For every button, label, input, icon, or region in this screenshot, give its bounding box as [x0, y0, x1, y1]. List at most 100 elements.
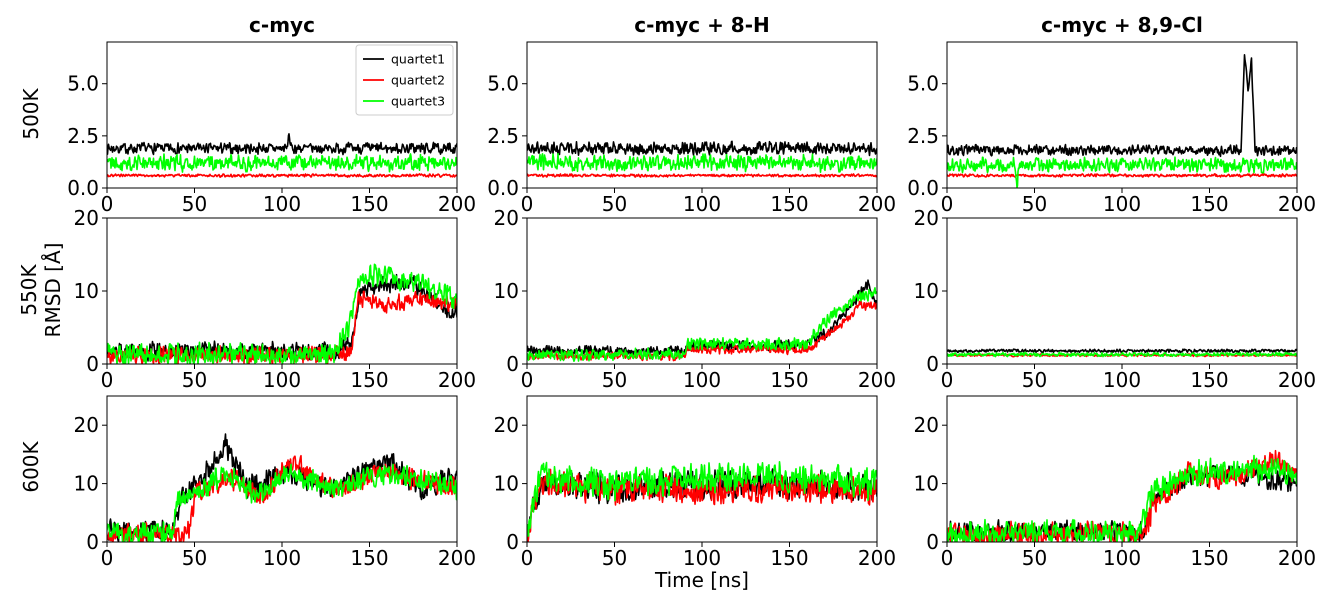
column-titles: c-myc c-myc + 8-H c-myc + 8,9-Cl — [249, 13, 1203, 37]
series-group — [107, 133, 457, 178]
y-tick-label: 0 — [926, 530, 939, 554]
x-tick-label: 200 — [858, 546, 896, 570]
series-line-quartet3 — [107, 463, 457, 542]
y-tick-label: 20 — [74, 206, 99, 230]
x-tick-label: 50 — [182, 192, 207, 216]
panel-600k-c-myc-8-h: 0 50 100 150 200 0 10 20 — [494, 395, 896, 570]
x-tick-label: 200 — [1278, 546, 1316, 570]
series-group — [527, 140, 877, 178]
series-line-quartet1 — [947, 54, 1297, 158]
series-group — [107, 433, 457, 542]
x-tick-label: 100 — [263, 546, 301, 570]
series-line-quartet2 — [527, 173, 877, 178]
series-line-quartet2 — [947, 173, 1297, 178]
x-axis-label: Time [ns] — [654, 568, 749, 592]
x-tick-label: 200 — [858, 368, 896, 392]
x-tick-label: 0 — [941, 368, 954, 392]
x-tick-label: 150 — [1190, 546, 1228, 570]
panel-600k-c-myc: 0 50 100 150 200 0 10 20 — [74, 395, 476, 570]
column-title-c-myc: c-myc — [249, 13, 315, 37]
legend-label-quartet3: quartet3 — [391, 94, 445, 109]
x-tick-label: 100 — [683, 546, 721, 570]
x-tick-label: 100 — [683, 192, 721, 216]
x-tick-label: 50 — [602, 368, 627, 392]
series-line-quartet2 — [947, 449, 1297, 542]
y-tick-label: 0 — [506, 530, 519, 554]
panel-grid: 0 50 100 150 2000.02.55.0quartet1quartet2qua… — [67, 41, 1317, 570]
x-tick-label: 50 — [602, 546, 627, 570]
x-tick-label: 0 — [101, 546, 114, 570]
x-tick-label: 150 — [770, 546, 808, 570]
x-tick-label: 50 — [1022, 546, 1047, 570]
y-tick-label: 10 — [914, 279, 939, 303]
panel-frame — [106, 217, 458, 365]
column-title-8-h: c-myc + 8-H — [634, 13, 770, 37]
y-tick-label: 20 — [914, 413, 939, 437]
series-line-quartet3 — [527, 152, 877, 173]
y-axis-label: RMSD [Å] — [41, 243, 65, 338]
series-line-quartet1 — [947, 348, 1297, 354]
x-tick-label: 200 — [858, 192, 896, 216]
legend: quartet1 quartet2 quartet3 — [355, 44, 454, 116]
x-tick-label: 0 — [521, 368, 534, 392]
y-tick-label: 2.5 — [487, 124, 519, 148]
series-line-quartet3 — [107, 263, 457, 364]
y-tick-label: 20 — [494, 413, 519, 437]
legend-box — [355, 44, 454, 116]
x-tick-label: 0 — [521, 546, 534, 570]
x-tick-label: 0 — [941, 192, 954, 216]
panel-500k-c-myc-8-9-cl: 0 50 100 150 200 0.0 2.5 5.0 — [907, 41, 1316, 216]
y-tick-label: 0 — [506, 352, 519, 376]
panel-500k-c-myc: 0 50 100 150 2000.02.55.0quartet1quartet2qua… — [67, 41, 476, 216]
row-labels: 500K 550K 600K — [17, 87, 43, 492]
series-line-quartet3 — [527, 460, 877, 538]
x-tick-label: 200 — [438, 546, 476, 570]
x-tick-label: 100 — [263, 192, 301, 216]
y-tick-label: 20 — [74, 413, 99, 437]
series-line-quartet3 — [947, 156, 1297, 188]
x-tick-label: 0 — [101, 192, 114, 216]
y-tick-label: 0 — [86, 352, 99, 376]
x-tick-label: 100 — [1103, 546, 1141, 570]
x-tick-label: 50 — [182, 546, 207, 570]
x-tick-label: 200 — [438, 192, 476, 216]
series-line-quartet3 — [107, 153, 457, 173]
x-tick-label: 50 — [182, 368, 207, 392]
y-tick-label: 10 — [74, 279, 99, 303]
series-line-quartet1 — [527, 140, 877, 157]
series-line-quartet3 — [947, 351, 1297, 358]
y-tick-label: 10 — [494, 472, 519, 496]
x-tick-label: 150 — [350, 192, 388, 216]
y-tick-label: 0.0 — [487, 176, 519, 200]
series-group — [527, 460, 877, 542]
x-tick-label: 150 — [350, 368, 388, 392]
x-tick-label: 100 — [1103, 192, 1141, 216]
y-tick-label: 0 — [926, 352, 939, 376]
y-tick-label: 10 — [914, 472, 939, 496]
x-tick-label: 0 — [101, 368, 114, 392]
row-label-550k: 550K — [17, 263, 41, 315]
x-tick-label: 200 — [1278, 368, 1316, 392]
panel-550k-c-myc-8-9-cl: 0 50 100 150 200 0 10 20 — [914, 206, 1317, 392]
panel-600k-c-myc-8-9-cl: 0 50 100 150 200 0 10 20 — [914, 395, 1316, 570]
y-tick-label: 5.0 — [67, 72, 99, 96]
x-tick-label: 150 — [1190, 368, 1228, 392]
legend-label-quartet2: quartet2 — [391, 73, 445, 88]
series-group — [527, 279, 877, 363]
x-tick-label: 150 — [1190, 192, 1228, 216]
panel-550k-c-myc: 0 50 100 150 200 0 10 20 — [74, 206, 477, 392]
legend-label-quartet1: quartet1 — [391, 52, 445, 67]
x-tick-label: 50 — [602, 192, 627, 216]
series-group — [947, 54, 1297, 188]
y-tick-label: 5.0 — [487, 72, 519, 96]
y-tick-label: 2.5 — [907, 124, 939, 148]
x-tick-label: 50 — [1022, 368, 1047, 392]
series-group — [947, 348, 1297, 358]
panel-frame — [946, 395, 1298, 543]
x-tick-label: 150 — [770, 368, 808, 392]
x-tick-label: 200 — [438, 368, 476, 392]
series-group — [947, 449, 1297, 542]
panel-550k-c-myc-8-h: 0 50 100 150 200 0 10 20 — [494, 206, 897, 392]
x-tick-label: 100 — [263, 368, 301, 392]
